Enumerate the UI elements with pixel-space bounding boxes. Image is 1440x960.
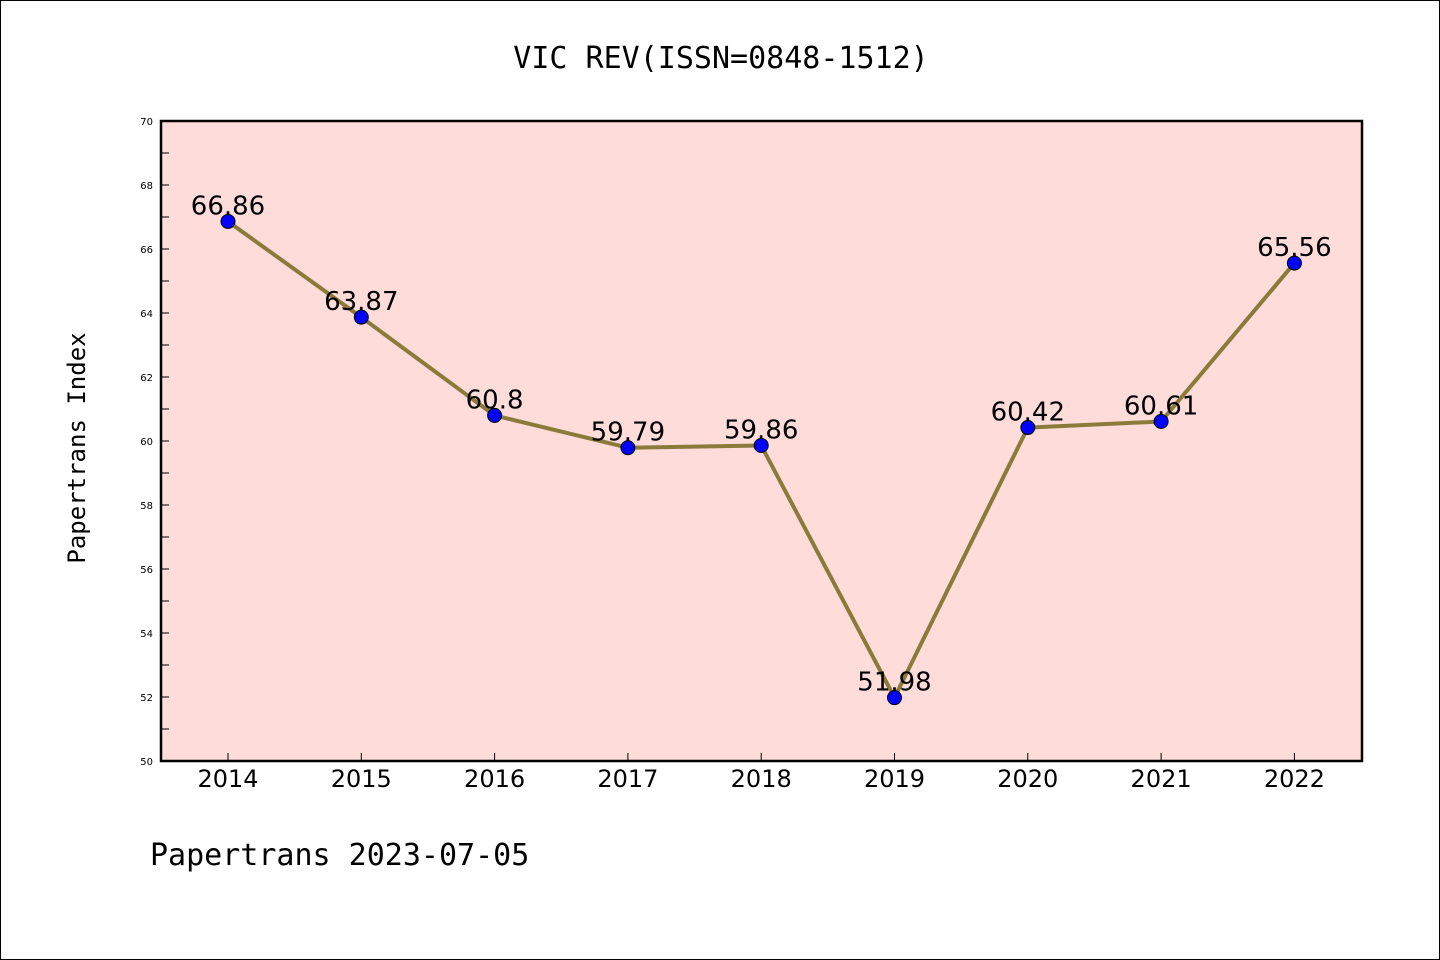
y-axis: 50 52 54 56 58 60 62 64 66 68 70 [140, 117, 169, 768]
data-label: 60.61 [1124, 391, 1198, 421]
data-label: 66.86 [191, 191, 265, 221]
footer-text: Papertrans 2023-07-05 [150, 838, 529, 873]
x-tick-label: 2020 [997, 765, 1058, 793]
data-label: 65.56 [1257, 233, 1331, 263]
x-tick-label: 2018 [731, 765, 792, 793]
y-tick-label: 52 [140, 693, 153, 704]
y-tick-label: 50 [140, 757, 153, 768]
x-tick-label: 2019 [864, 765, 925, 793]
y-tick-label: 64 [140, 309, 153, 320]
data-markers [220, 213, 1302, 706]
data-point [620, 440, 636, 456]
plot-border [159, 119, 1364, 763]
x-tick-label: 2017 [597, 765, 658, 793]
data-point [1020, 420, 1036, 436]
data-point [1153, 413, 1169, 429]
data-point [220, 213, 236, 229]
data-label: 63.87 [324, 287, 398, 317]
y-axis-label: Papertrans Index [63, 332, 91, 563]
data-point [887, 690, 902, 706]
y-tick-label: 54 [140, 629, 153, 640]
data-label: 60.42 [991, 398, 1065, 428]
data-point [753, 437, 769, 453]
y-tick-label: 62 [140, 373, 153, 384]
x-axis: 2014 2015 2016 2017 2018 2019 2020 2021 2022 [197, 753, 1325, 793]
data-point [487, 407, 503, 423]
y-tick-label: 56 [140, 565, 153, 576]
y-tick-label: 66 [140, 245, 153, 256]
y-tick-label: 58 [140, 501, 153, 512]
x-tick-label: 2015 [331, 765, 392, 793]
x-tick-label: 2014 [197, 765, 258, 793]
data-label: 59.79 [591, 418, 665, 448]
x-tick-label: 2021 [1131, 765, 1192, 793]
data-point [1286, 255, 1302, 271]
y-tick-label: 68 [140, 181, 153, 192]
x-tick-label: 2016 [464, 765, 525, 793]
data-point [353, 309, 369, 325]
data-label: 51.98 [857, 668, 931, 698]
y-tick-label: 60 [140, 437, 153, 448]
x-tick-label: 2022 [1264, 765, 1325, 793]
data-label: 59.86 [724, 415, 798, 445]
data-labels: 66.86 63.87 60.8 59.79 59.86 51.98 60.42 60.61 6… [191, 191, 1332, 697]
y-tick-label: 70 [140, 117, 153, 128]
chart-title: VIC REV(ISSN=0848-1512) [513, 41, 928, 76]
data-label: 60.8 [466, 385, 524, 415]
